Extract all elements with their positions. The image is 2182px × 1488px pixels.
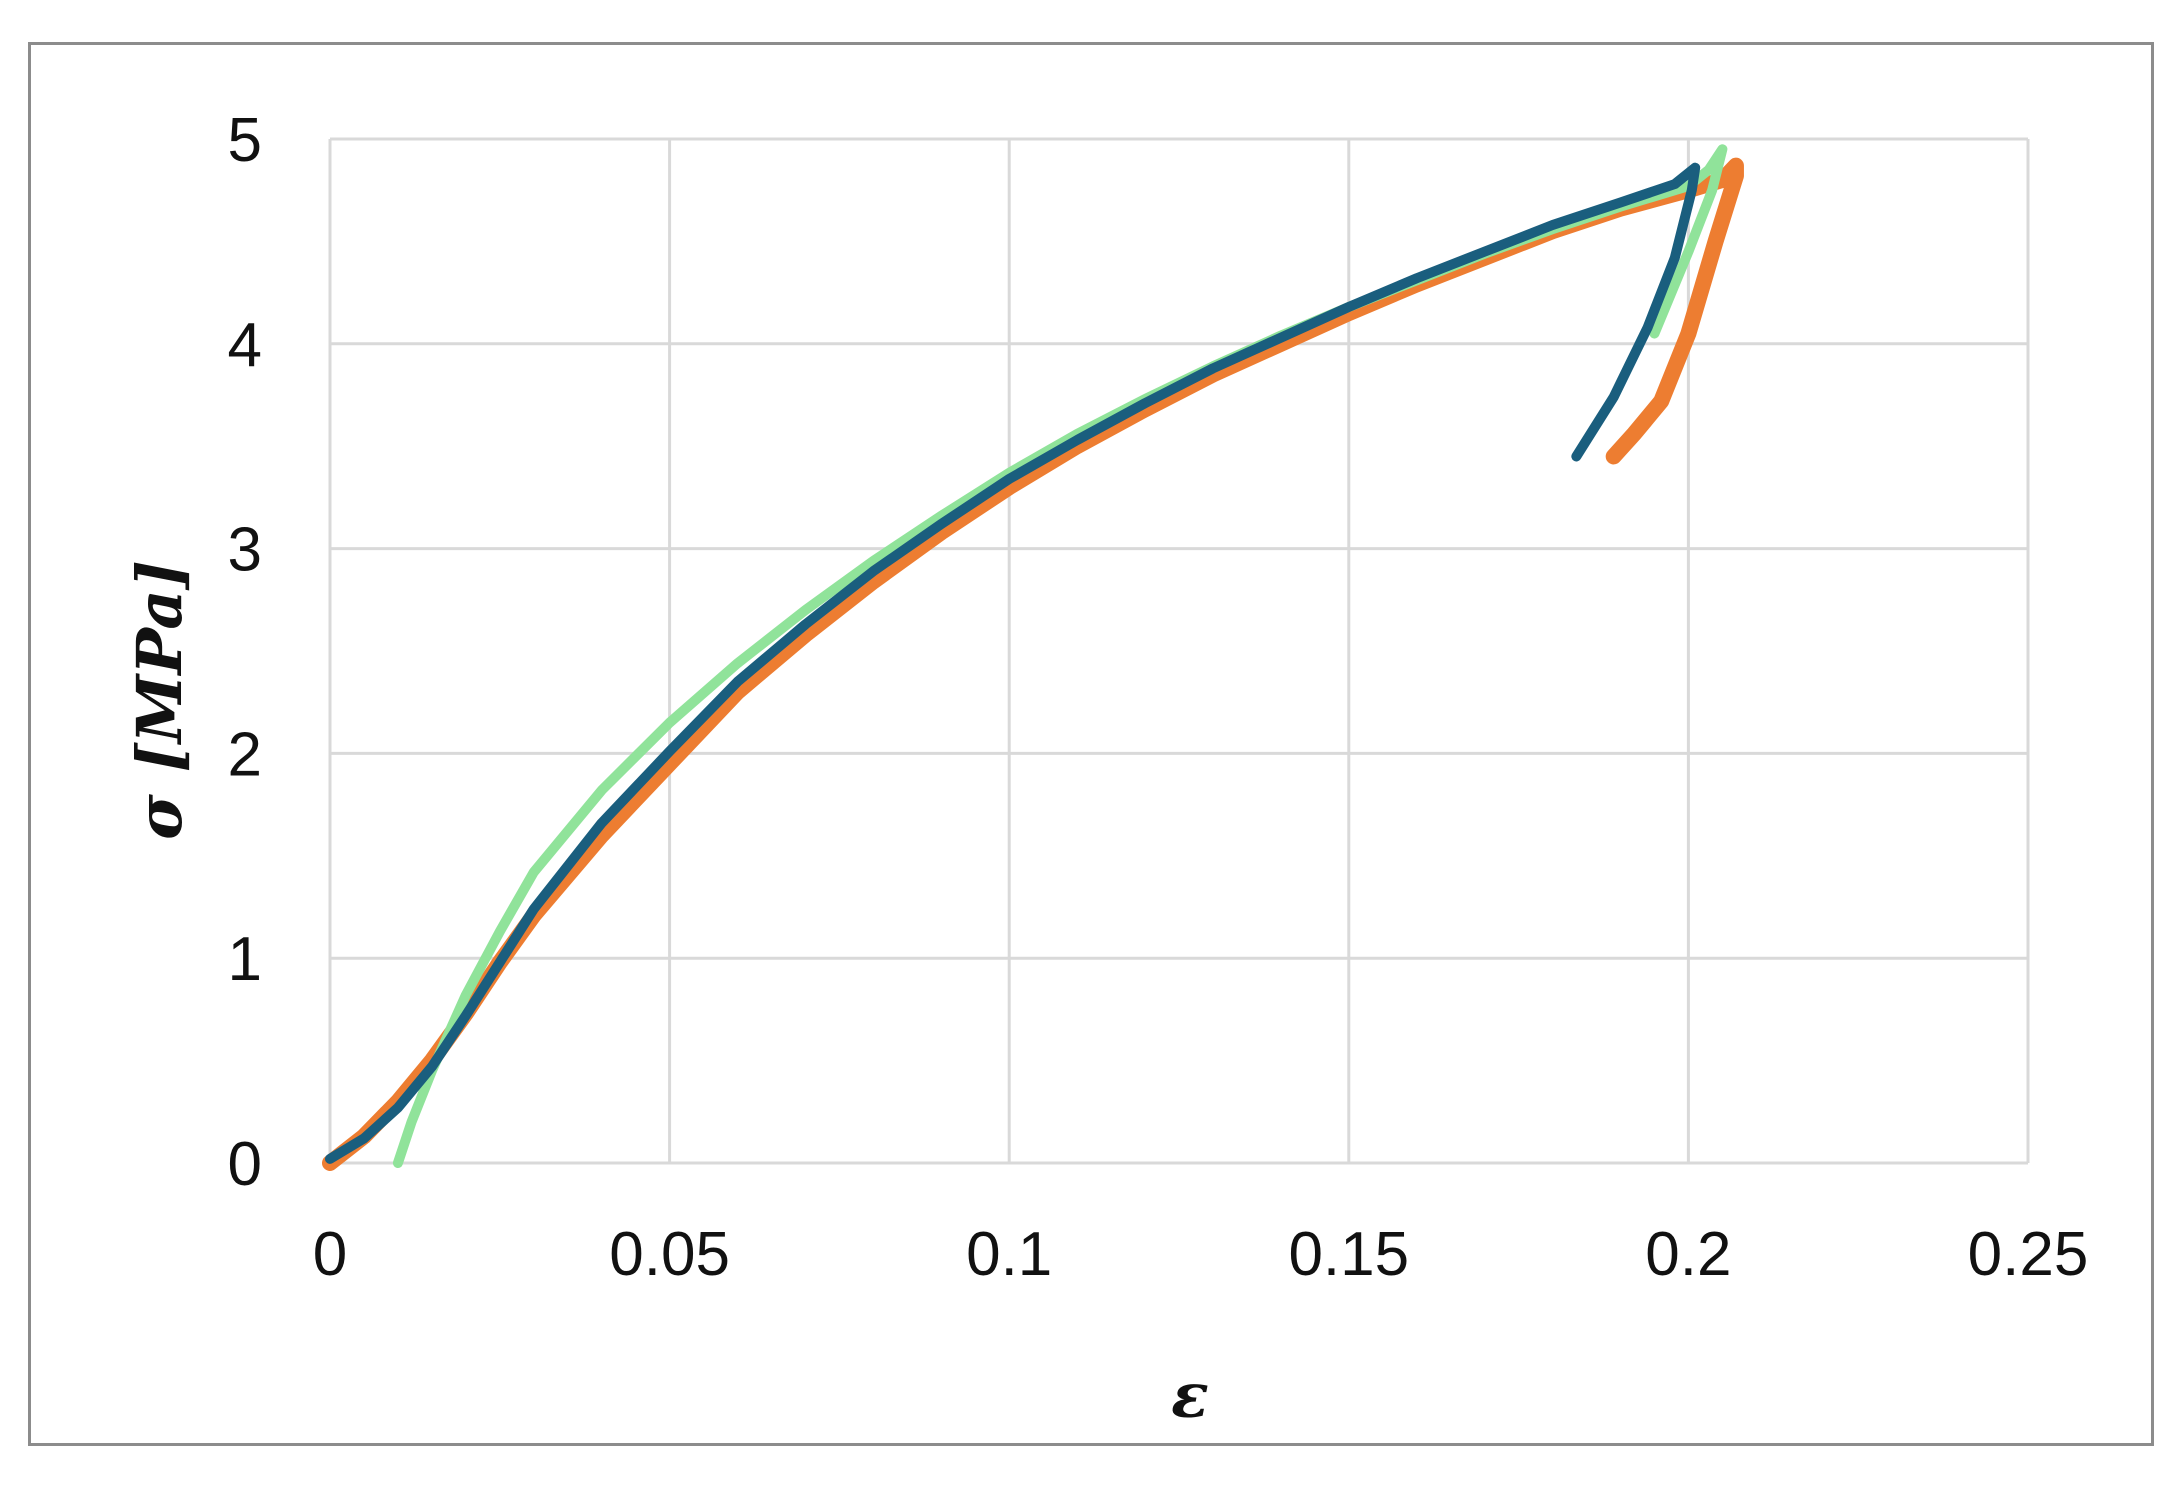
y-tick-labels: 0 1 2 3 4 5 <box>228 106 262 1199</box>
x-tick-label: 0.05 <box>609 1220 730 1289</box>
y-tick-label: 5 <box>228 106 262 175</box>
gridlines <box>328 137 2030 1165</box>
chart-frame: 0 0.05 0.1 0.15 0.2 0.25 0 1 2 3 4 5 ε σ [MPa] <box>28 42 2154 1446</box>
series-line-1 <box>322 157 1744 1171</box>
y-tick-label: 3 <box>228 516 262 585</box>
x-tick-label: 0.25 <box>1968 1220 2089 1289</box>
x-tick-label: 0.1 <box>966 1220 1052 1289</box>
y-tick-label: 0 <box>228 1130 262 1199</box>
series-lines <box>322 144 1744 1171</box>
y-tick-label: 4 <box>228 311 262 380</box>
x-tick-label: 0.2 <box>1645 1220 1731 1289</box>
y-tick-label: 1 <box>228 925 262 994</box>
x-tick-label: 0 <box>313 1220 347 1289</box>
series-line-3 <box>325 162 1701 1164</box>
x-tick-label: 0.15 <box>1288 1220 1409 1289</box>
x-tick-labels: 0 0.05 0.1 0.15 0.2 0.25 <box>313 1220 2089 1289</box>
stress-strain-chart: 0 0.05 0.1 0.15 0.2 0.25 0 1 2 3 4 5 ε σ [MPa] <box>123 106 2089 1432</box>
series-line-2 <box>392 144 1728 1168</box>
x-axis-title: ε <box>1171 1359 1209 1432</box>
y-tick-label: 2 <box>228 720 262 789</box>
y-axis-title: σ [MPa] <box>123 560 196 840</box>
